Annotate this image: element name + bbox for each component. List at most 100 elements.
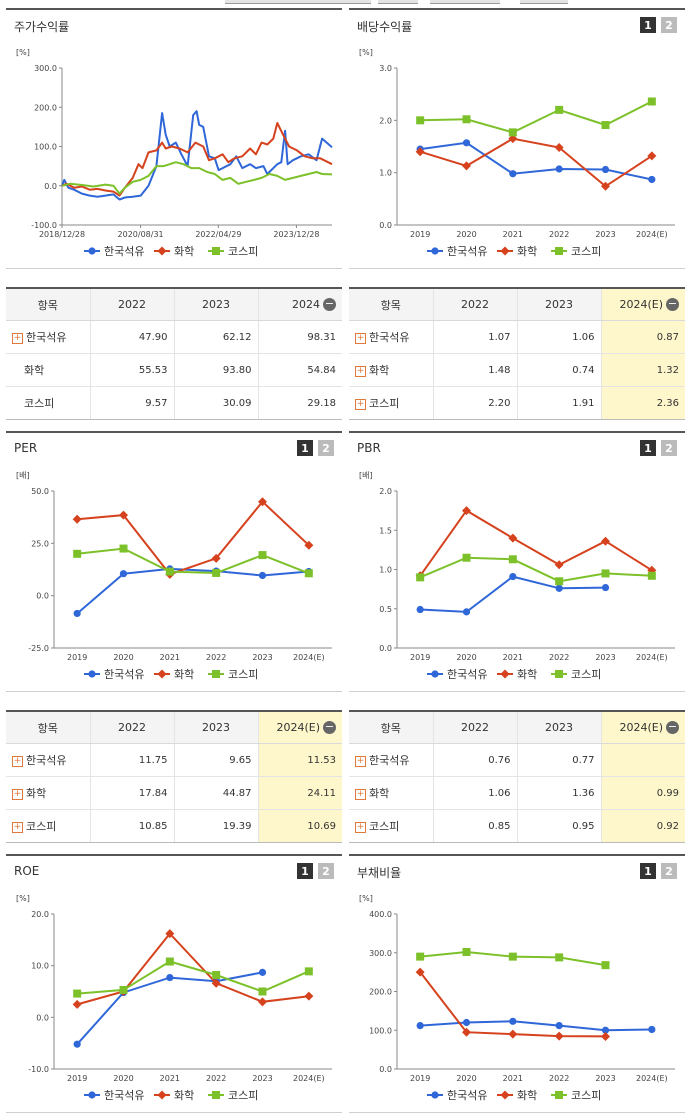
row-name-cell: + 화학 [349,776,434,810]
data-point [258,551,267,560]
table-cell: 2.36 [601,386,685,420]
expand-icon[interactable]: + [355,788,366,800]
series-line-1 [61,110,333,201]
data-point [555,577,564,586]
chart-toggle-2-button[interactable]: 2 [661,440,677,456]
chart-toggle-2-button[interactable]: 2 [661,17,677,33]
top-tab[interactable] [378,0,418,4]
y-unit-label: [%] [16,48,30,57]
data-point [555,105,564,114]
legend-marker [212,247,220,255]
table-cell: 55.53 [90,353,175,387]
chart-svg: [%] 0.0 1.0 2.0 3.0 2019 2020 2021 2022 2023 2024(… [359,48,675,258]
collapse-icon[interactable]: − [666,297,679,312]
top-tab[interactable] [225,0,371,4]
top-tab[interactable] [430,0,500,4]
expand-icon[interactable]: + [355,755,366,767]
collapse-icon[interactable]: − [323,297,336,312]
chart-toggle-1-button[interactable]: 1 [297,440,313,456]
data-point [555,165,563,173]
data-point [73,989,82,998]
row-name: 화학 [26,787,47,800]
table-header-cell: 2023 [174,288,259,321]
expand-icon[interactable]: + [12,821,23,833]
y-tick-label: 25.0 [31,539,49,548]
data-point [601,121,610,130]
data-point [462,553,471,562]
y-tick-label: 2.0 [379,116,392,125]
chart-toggle-1-button[interactable]: 1 [640,440,656,456]
y-tick-label: 1.5 [379,526,392,535]
x-tick-label: 2024(E) [293,653,325,662]
table-cell: 54.84 [258,353,342,387]
y-unit-label: [%] [359,48,373,57]
data-point [508,1029,518,1039]
y-tick-label: 0.0 [379,1065,392,1074]
x-tick-label: 2022 [549,1074,569,1083]
expand-icon[interactable]: + [12,788,23,800]
y-unit-label: [배] [359,471,373,480]
table-header-cell: 항목 [349,288,434,321]
data-point [648,175,656,184]
legend-label: 한국석유 [447,668,487,681]
data-point [416,116,425,125]
series-line-3 [419,556,652,583]
table-cell: 30.09 [174,386,259,420]
x-tick-label: 2024(E) [636,653,668,662]
legend-marker [88,670,96,678]
legend-marker [157,1090,167,1100]
x-tick-label: 2020 [456,653,476,662]
series-line-3 [77,960,310,995]
table-cell: 0.87 [601,320,685,354]
expand-icon[interactable]: + [12,755,23,767]
table-row: + 한국석유 0.76 0.77 [349,743,685,777]
data-point [555,1022,563,1030]
data-point [258,497,267,507]
y-tick-label: 1.0 [379,566,392,575]
y-unit-label: [%] [16,894,30,903]
row-name-cell: 화학 [6,353,91,387]
legend-label: 한국석유 [104,668,144,681]
x-tick-label: 2020 [113,1074,133,1083]
chart-toggle-1-button[interactable]: 1 [297,863,313,879]
expand-icon[interactable]: + [355,821,366,833]
data-point [462,139,471,147]
table-header-cell: 2024(E) − [601,711,685,744]
row-name: 한국석유 [26,331,67,344]
data-point [212,568,221,577]
expand-icon[interactable]: + [355,332,366,344]
data-point [647,97,656,106]
y-tick-label: 0.0 [379,221,392,230]
expand-icon[interactable]: + [355,365,366,377]
table-header-label: 2024(E) [619,720,663,734]
row-name: 화학 [369,787,390,800]
table-cell: 98.31 [258,320,342,354]
data-point [165,957,174,966]
top-tab[interactable] [520,0,568,4]
collapse-icon[interactable]: − [323,720,336,735]
x-tick-label: 2021 [503,1074,523,1083]
table-cell: 17.84 [90,776,175,810]
y-tick-label: 0.5 [379,605,392,614]
table-cell: 44.87 [174,776,259,810]
chart-toggle-1-button[interactable]: 1 [640,17,656,33]
data-point [72,514,82,524]
series-line-3 [61,161,333,195]
chart-toggle-1-button[interactable]: 1 [640,863,656,879]
expand-icon[interactable]: + [12,332,23,344]
y-tick-label: -25.0 [28,644,49,653]
chart-toggle-2-button[interactable]: 2 [318,863,334,879]
table-cell: 10.69 [258,809,342,843]
series-line-2 [419,137,653,188]
table-cell: 0.74 [517,353,602,387]
chart-toggle-2-button[interactable]: 2 [318,440,334,456]
x-tick-label: 2023 [252,653,272,662]
panel-title: PBR [357,441,381,455]
collapse-icon[interactable]: − [666,720,679,735]
chart-toggle-2-button[interactable]: 2 [661,863,677,879]
data-point [119,985,128,994]
expand-icon[interactable]: + [355,398,366,410]
data-table-pbr: 항목 2022 2023 2024(E) − + 한국석유 0.76 0.77 + 화… [349,710,685,843]
table-header-cell: 2023 [517,711,602,744]
y-tick-label: 200.0 [369,988,392,997]
